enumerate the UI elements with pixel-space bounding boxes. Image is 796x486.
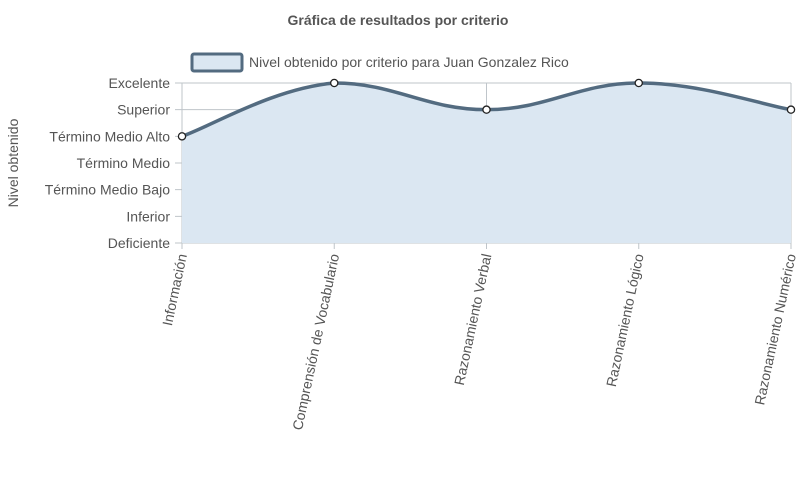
series-area [182, 83, 791, 243]
legend-swatch[interactable] [190, 52, 244, 73]
x-axis-ticks: Información Comprensión de Vocabulario Raz… [159, 252, 796, 431]
data-point[interactable] [634, 78, 644, 88]
x-tick-label: Información [159, 252, 190, 327]
y-tick-label: Deficiente [108, 235, 170, 251]
x-tick-label: Comprensión de Vocabulario [289, 252, 342, 431]
y-tick-label: Término Medio Alto [49, 128, 170, 144]
data-point[interactable] [329, 78, 339, 88]
legend-label[interactable]: Nivel obtenido por criterio para Juan Go… [249, 54, 569, 70]
y-axis-ticks: Deficiente Inferior Término Medio Bajo Térm… [45, 75, 171, 251]
y-tick-label: Término Medio [77, 155, 171, 171]
points [177, 78, 796, 141]
x-tick-label: Razonamiento Lógico [603, 252, 647, 388]
legend[interactable]: Nivel obtenido por criterio para Juan Go… [190, 52, 569, 73]
x-tick-label: Razonamiento Numérico [751, 252, 796, 406]
data-point[interactable] [786, 105, 796, 114]
x-tick-label: Razonamiento Verbal [451, 252, 494, 386]
y-tick-label: Excelente [109, 75, 171, 91]
y-tick-label: Superior [117, 102, 170, 118]
y-axis-title: Nivel obtenido [5, 118, 21, 207]
y-tick-label: Inferior [126, 208, 170, 224]
chart-title: Gráfica de resultados por criterio [288, 12, 509, 28]
data-point[interactable] [177, 132, 187, 141]
y-tick-label: Término Medio Bajo [45, 182, 170, 198]
data-point[interactable] [482, 105, 491, 114]
